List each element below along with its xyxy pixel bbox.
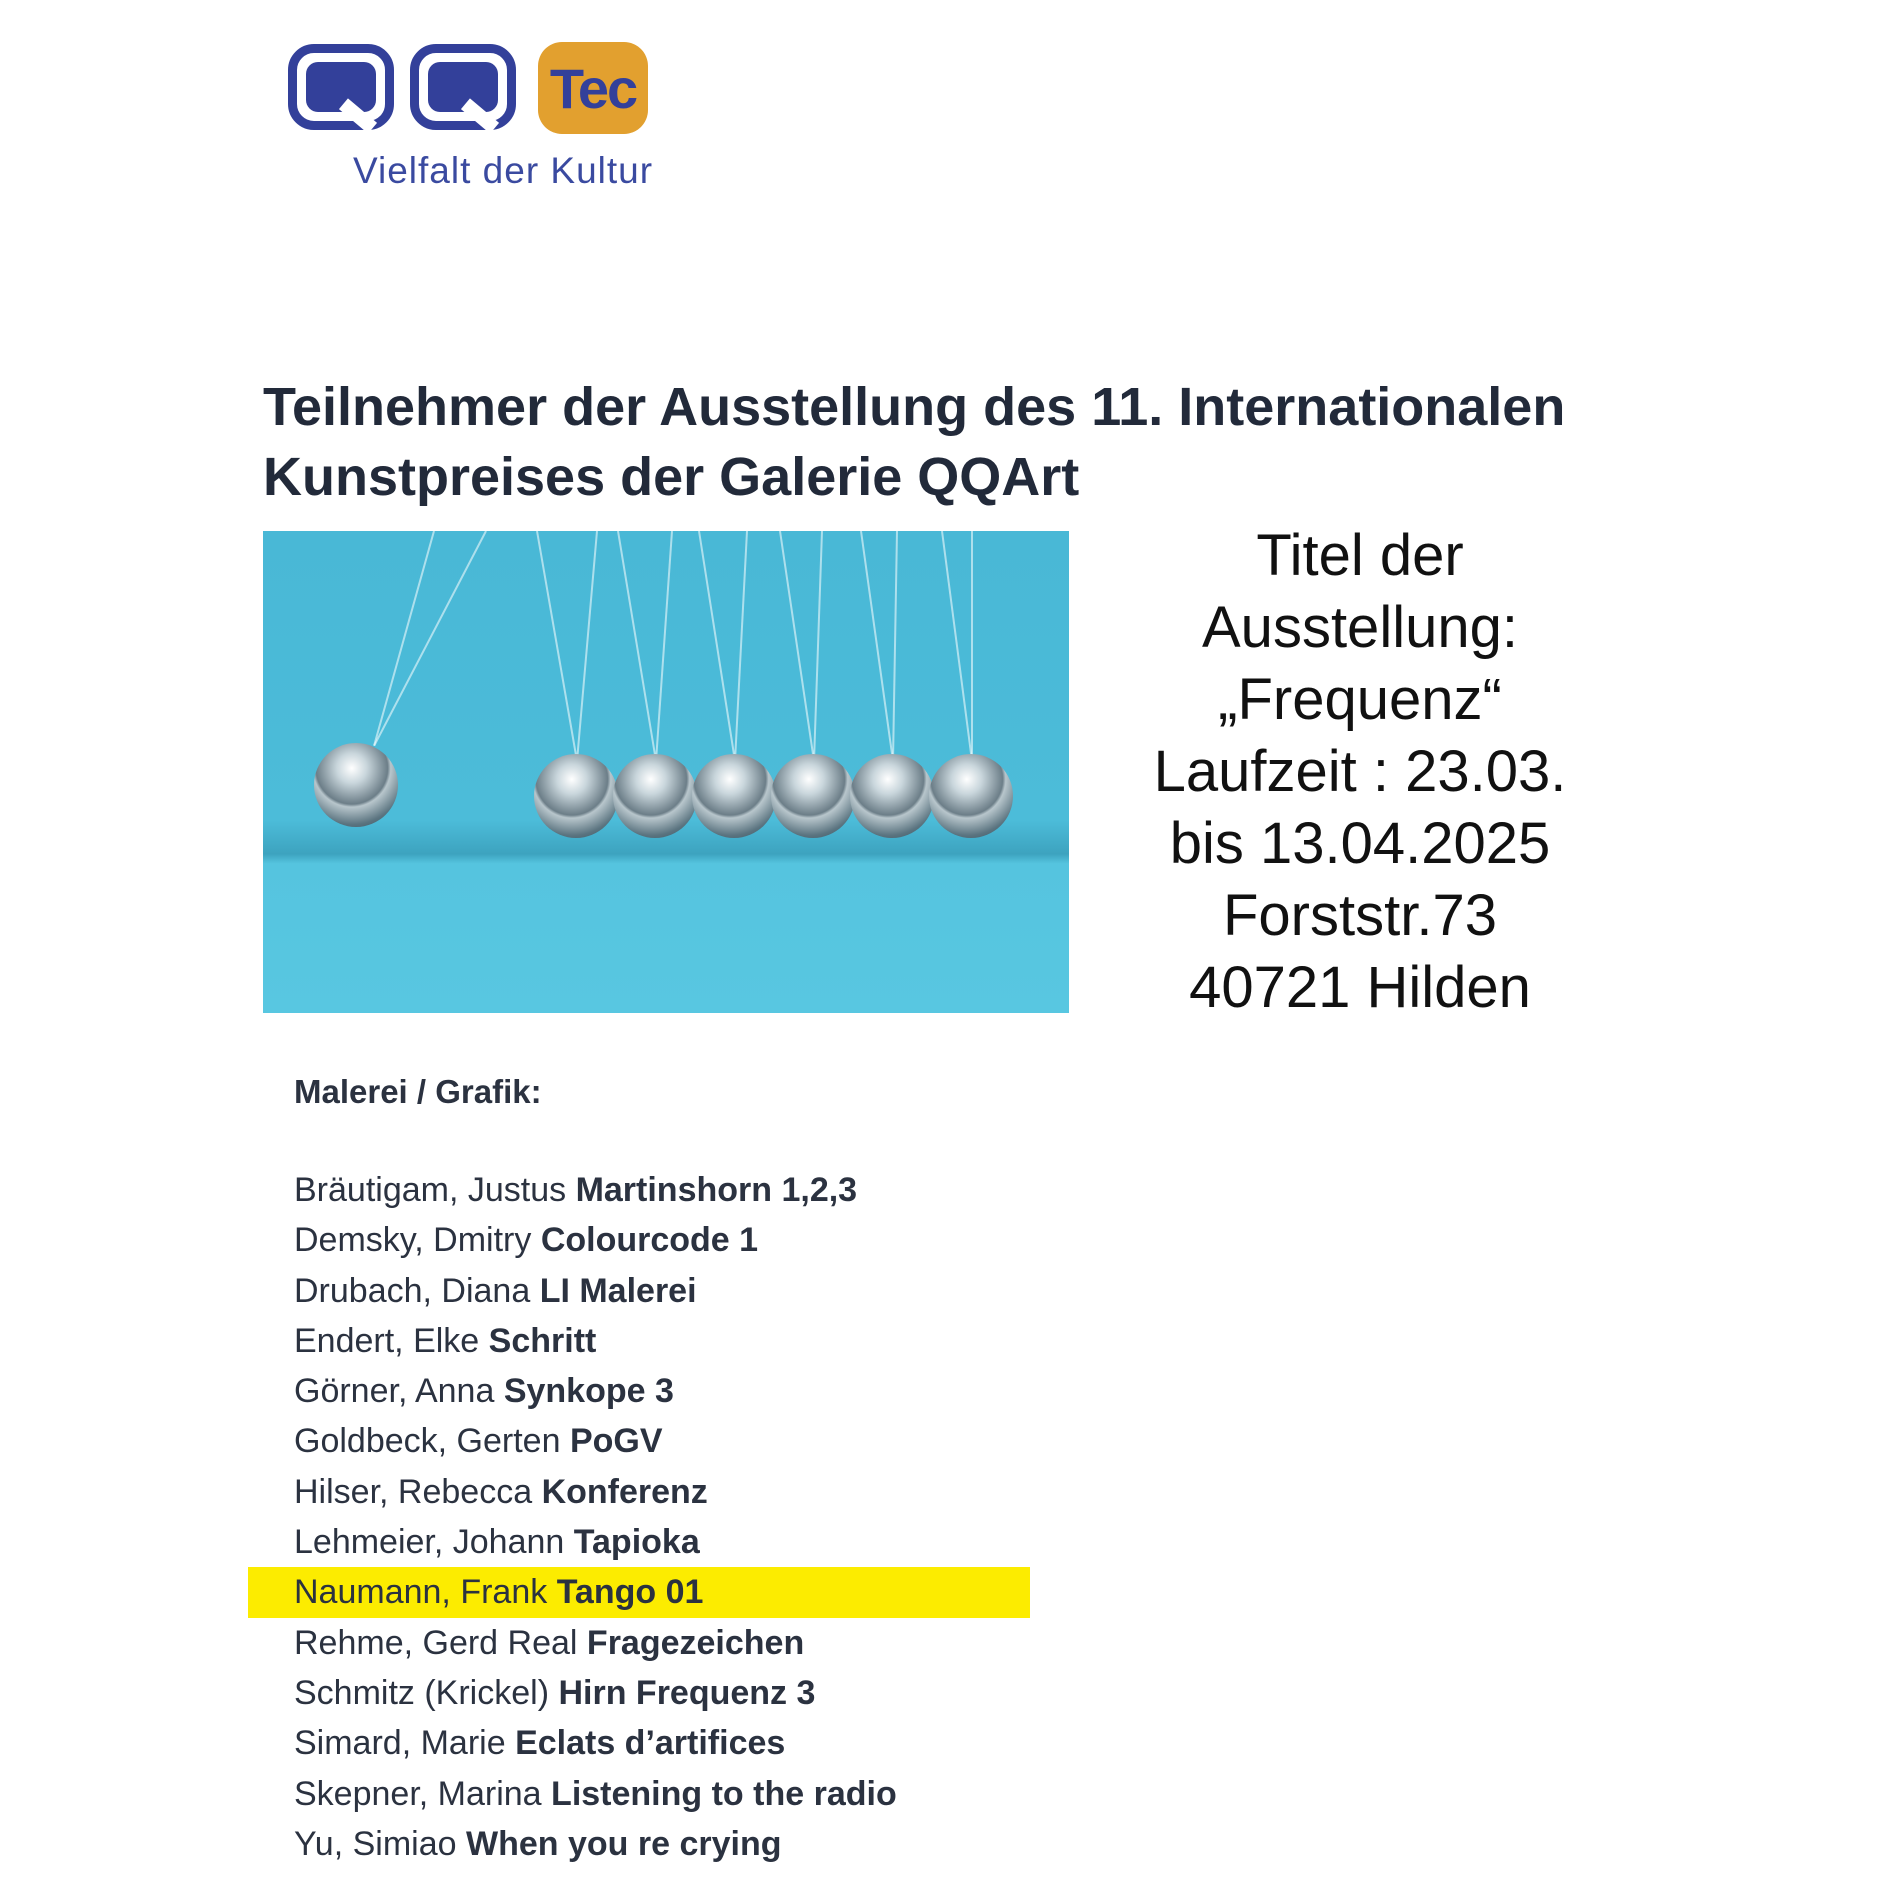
q-letter-icon — [288, 44, 394, 130]
logo-slogan: Vielfalt der Kultur — [353, 150, 654, 191]
work-title: Hirn Frequenz 3 — [558, 1673, 816, 1712]
work-title: Synkope 3 — [503, 1372, 674, 1411]
work-title: When you re crying — [465, 1824, 782, 1863]
cradle-string — [536, 531, 578, 762]
participant-list: Bräutigam, Justus Martinshorn 1,2,3 Demsk… — [0, 1165, 1100, 1869]
work-title: Konferenz — [541, 1472, 708, 1511]
participant-row: Skepner, Marina Listening to the radio — [0, 1769, 1100, 1819]
participant-row: Naumann, Frank Tango 01 — [248, 1567, 1030, 1618]
work-title: LI Malerei — [539, 1271, 697, 1310]
cradle-ball — [771, 754, 855, 838]
artist-name: Görner, Anna — [294, 1372, 495, 1411]
section-heading: Malerei / Grafik: — [294, 1073, 542, 1110]
work-title: Schritt — [488, 1321, 597, 1360]
artist-name: Naumann, Frank — [294, 1573, 548, 1612]
artist-name: Demsky, Dmitry — [294, 1221, 532, 1260]
cradle-ball — [613, 754, 697, 838]
artist-name: Skepner, Marina — [294, 1774, 542, 1813]
participant-row: Rehme, Gerd Real Fragezeichen — [0, 1618, 1100, 1668]
info-line: 40721 Hilden — [1189, 955, 1531, 1020]
info-line: Laufzeit : 23.03. — [1153, 739, 1567, 804]
artist-name: Bräutigam, Justus — [294, 1171, 567, 1209]
cradle-string — [892, 531, 898, 762]
info-line: „Frequenz“ — [1218, 667, 1502, 732]
participant-row: Goldbeck, Gerten PoGV — [0, 1416, 1100, 1466]
qqtec-logo: Tec Vielfalt der Kultur — [288, 40, 808, 200]
participant-row: Drubach, Diana LI Malerei — [0, 1266, 1100, 1316]
participant-row: Yu, Simiao When you re crying — [0, 1819, 1100, 1869]
info-line: Forststr.73 — [1223, 883, 1497, 948]
participant-row: Görner, Anna Synkope 3 — [0, 1366, 1100, 1416]
page-title: Teilnehmer der Ausstellung des 11. Inter… — [263, 377, 1566, 507]
participant-row: Demsky, Dmitry Colourcode 1 — [0, 1215, 1100, 1265]
cradle-string — [617, 531, 657, 762]
cradle-string — [655, 531, 673, 762]
artist-name: Endert, Elke — [294, 1321, 480, 1360]
info-line: bis 13.04.2025 — [1169, 811, 1551, 876]
cradle-ball — [534, 754, 618, 838]
cradle-string — [971, 531, 973, 761]
info-line: Titel der — [1256, 523, 1464, 588]
participant-row: Endert, Elke Schritt — [0, 1316, 1100, 1366]
cradle-string — [576, 531, 598, 762]
artist-name: Simard, Marie — [294, 1724, 506, 1763]
work-title: Listening to the radio — [551, 1774, 897, 1813]
artist-name: Yu, Simiao — [294, 1824, 457, 1863]
newtons-cradle-image — [263, 531, 1069, 1013]
cradle-string — [779, 531, 815, 762]
cradle-ball — [692, 754, 776, 838]
cradle-ball — [314, 743, 398, 827]
artist-name: Rehme, Gerd Real — [294, 1623, 578, 1662]
q-letter-icon — [410, 44, 516, 130]
cradle-string — [941, 531, 973, 762]
participant-row: Hilser, Rebecca Konferenz — [0, 1467, 1100, 1517]
participant-row: Schmitz (Krickel) Hirn Frequenz 3 — [0, 1668, 1100, 1718]
work-title: Tapioka — [573, 1523, 700, 1562]
work-title: Martinshorn 1,2,3 — [575, 1171, 858, 1209]
cradle-ball — [850, 754, 934, 838]
cradle-string — [734, 531, 748, 762]
cradle-ball — [929, 754, 1013, 838]
artist-name: Goldbeck, Gerten — [294, 1422, 561, 1461]
participant-row: Lehmeier, Johann Tapioka — [0, 1517, 1100, 1567]
info-line: Ausstellung: — [1202, 595, 1518, 660]
cradle-string — [813, 531, 823, 762]
participant-row: Bräutigam, Justus Martinshorn 1,2,3 — [0, 1165, 1100, 1215]
work-title: Eclats d’artifices — [515, 1724, 786, 1763]
cradle-string — [373, 531, 487, 747]
participant-row: Simard, Marie Eclats d’artifices — [0, 1718, 1100, 1768]
work-title: Fragezeichen — [586, 1623, 805, 1662]
cradle-string — [860, 531, 894, 762]
artist-name: Drubach, Diana — [294, 1271, 531, 1310]
cradle-string — [698, 531, 736, 762]
exhibition-info: Titel der Ausstellung: „Frequenz“ Laufze… — [1100, 520, 1620, 1024]
tec-badge: Tec — [538, 42, 648, 134]
work-title: PoGV — [569, 1422, 663, 1461]
cradle-string — [373, 531, 435, 747]
artist-name: Lehmeier, Johann — [294, 1523, 565, 1562]
artist-name: Hilser, Rebecca — [294, 1472, 533, 1511]
work-title: Colourcode 1 — [540, 1221, 759, 1260]
artist-name: Schmitz (Krickel) — [294, 1673, 550, 1712]
work-title: Tango 01 — [556, 1573, 704, 1612]
